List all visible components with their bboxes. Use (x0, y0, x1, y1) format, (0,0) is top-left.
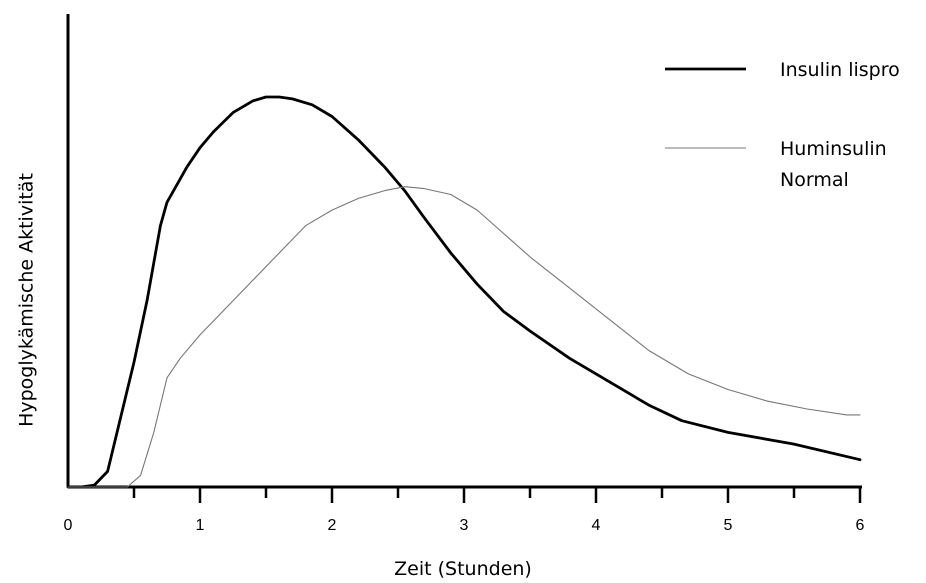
x-ticks (132, 487, 862, 503)
x-tick-label: 6 (856, 517, 865, 534)
x-tick-label: 1 (196, 517, 205, 534)
series-line-insulin-lispro (66, 95, 862, 489)
legend-label-line: Normal (780, 169, 849, 191)
x-tick-label: 5 (724, 517, 733, 534)
x-axis-title: Zeit (Stunden) (394, 558, 532, 580)
series-layer (66, 95, 862, 489)
x-tick-label: 3 (460, 517, 469, 534)
x-tick-label: 4 (592, 517, 601, 534)
legend-label-line: Insulin lispro (780, 59, 900, 81)
x-tick-label: 0 (64, 517, 73, 534)
legend: Insulin lispro Huminsulin Normal (665, 59, 900, 191)
axes: 0 1 2 3 4 5 6 (64, 14, 865, 534)
x-tick-label: 2 (328, 517, 337, 534)
legend-label: Huminsulin Normal (780, 138, 887, 191)
x-tick-labels: 0 1 2 3 4 5 6 (64, 517, 865, 534)
y-axis-title: Hypoglykämische Aktivität (16, 173, 38, 427)
legend-label-line: Huminsulin (780, 138, 887, 160)
legend-label: Insulin lispro (780, 59, 900, 81)
series-line-huminsulin-normal (67, 186, 861, 488)
